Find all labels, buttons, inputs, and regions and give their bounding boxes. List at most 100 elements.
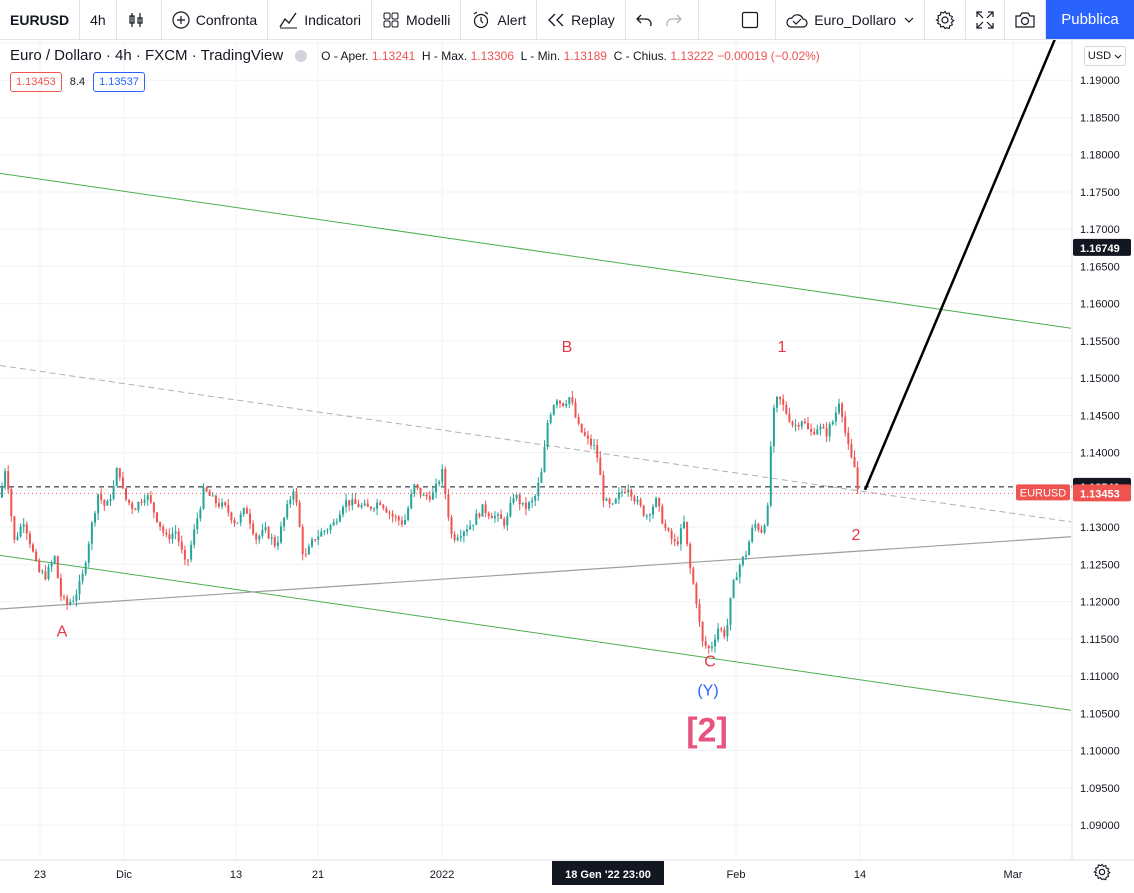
- candle-body: [524, 502, 527, 509]
- interval-button[interactable]: 4h: [80, 0, 117, 39]
- candle-body: [810, 428, 813, 432]
- candle-body: [112, 485, 115, 499]
- legend-title[interactable]: Euro / Dollaro · 4h · FXCM · TradingView: [10, 47, 284, 64]
- axis-settings-button[interactable]: [1093, 863, 1111, 886]
- candle-body: [497, 514, 499, 516]
- candle-body: [25, 524, 28, 534]
- wave-label-Y: (Y): [697, 682, 718, 699]
- candle-body: [686, 521, 689, 545]
- candle-body: [788, 413, 791, 422]
- candle-body: [59, 578, 62, 597]
- candle-body: [419, 487, 422, 496]
- price-tick-label: 1.14000: [1080, 448, 1120, 460]
- price-axis[interactable]: 1.09000 1.09500 1.10000 1.10500 1.11000 1.115…: [1016, 40, 1134, 893]
- candle-body: [509, 502, 512, 517]
- wave-label-B: B: [562, 339, 573, 356]
- candle-body: [56, 556, 59, 579]
- buy-button[interactable]: 1.13537: [93, 72, 145, 92]
- candle-body: [791, 421, 794, 426]
- chart-style-button[interactable]: [117, 0, 162, 39]
- chart-area[interactable]: A B C (Y) [2] 1 2 1.09000 1.09500 1.10000 1.10500…: [0, 40, 1134, 893]
- candle-body: [444, 468, 447, 495]
- candle-body: [683, 521, 685, 529]
- candle-body: [636, 499, 639, 502]
- crosshair-time-label: 18 Gen '22 23:00: [565, 869, 651, 881]
- candle-body: [776, 396, 778, 408]
- candle-body: [543, 446, 546, 472]
- candle-body: [301, 526, 304, 555]
- snapshot-button[interactable]: [1005, 0, 1046, 39]
- candle-body: [63, 596, 65, 598]
- compare-button[interactable]: Confronta: [162, 0, 269, 39]
- candle-body: [655, 497, 658, 507]
- candle-body: [351, 499, 354, 506]
- sell-button[interactable]: 1.13453: [10, 72, 62, 92]
- candle-body: [583, 432, 586, 436]
- candle-body: [125, 488, 127, 500]
- candle-body: [599, 457, 602, 476]
- cloud-check-icon: [786, 12, 808, 28]
- candle-body: [140, 501, 143, 503]
- candle-body: [177, 531, 180, 542]
- price-tick-label: 1.15000: [1080, 373, 1120, 385]
- compare-label: Confronta: [195, 11, 258, 28]
- candle-body: [41, 571, 44, 573]
- candle-body: [422, 494, 425, 496]
- candle-body: [847, 432, 850, 445]
- candle-body: [633, 496, 636, 502]
- publish-button[interactable]: Pubblica: [1046, 0, 1134, 39]
- redo-icon[interactable]: [666, 14, 682, 26]
- candle-body: [298, 502, 301, 527]
- time-tick-label: 2022: [430, 869, 454, 881]
- indicators-button[interactable]: Indicatori: [268, 0, 372, 39]
- candle-body: [320, 531, 323, 537]
- candle-body: [834, 412, 837, 422]
- fullscreen-button[interactable]: [966, 0, 1005, 39]
- templates-button[interactable]: Modelli: [372, 0, 462, 39]
- candle-body: [242, 508, 245, 515]
- crosshair-time-bg: [552, 861, 664, 885]
- layout-toggle-button[interactable]: [731, 0, 777, 39]
- candle-body: [218, 503, 220, 507]
- candle-body: [317, 536, 320, 540]
- undo-icon[interactable]: [635, 14, 652, 26]
- candle-body: [577, 417, 580, 424]
- time-axis[interactable]: 23 Dic 13 21 2022 Feb 14 Mar 18 Gen '22 23:00: [0, 859, 1134, 893]
- price-tick-label: 1.13000: [1080, 522, 1120, 534]
- candle-body: [484, 504, 487, 514]
- candle-body: [481, 504, 484, 517]
- settings-button[interactable]: [925, 0, 966, 39]
- candle-body: [667, 528, 670, 531]
- candle-body: [205, 487, 208, 492]
- price-tick-label: 1.11500: [1080, 634, 1119, 646]
- symbol-search-button[interactable]: EURUSD: [0, 0, 81, 39]
- price-tick-label: 1.09500: [1080, 783, 1120, 795]
- candle-body: [741, 556, 744, 565]
- replay-button[interactable]: Replay: [537, 0, 626, 39]
- candle-body: [245, 508, 248, 514]
- candle-body: [261, 530, 264, 536]
- candle-body: [642, 505, 645, 516]
- currency-select[interactable]: USD: [1084, 46, 1126, 66]
- candle-body: [819, 426, 822, 430]
- alert-button[interactable]: Alert: [461, 0, 538, 39]
- candle-body: [47, 566, 50, 579]
- candle-body: [500, 514, 503, 519]
- candle-body: [813, 431, 816, 435]
- time-tick-label: Dic: [116, 869, 132, 881]
- candle-body: [149, 495, 152, 503]
- candle-body: [103, 499, 106, 506]
- candle-body: [404, 520, 406, 525]
- candle-body: [13, 516, 16, 540]
- candle-body: [608, 499, 611, 504]
- candle-body: [717, 628, 720, 640]
- buy-sell-panel: 1.13453 8.4 1.13537: [10, 72, 145, 92]
- candle-body: [78, 580, 81, 595]
- candle-body: [407, 508, 410, 521]
- layout-save-button[interactable]: Euro_Dollaro: [776, 0, 925, 39]
- chart-legend: Euro / Dollaro · 4h · FXCM · TradingView…: [10, 47, 820, 64]
- candle-body: [652, 506, 654, 515]
- price-tick-label: 1.19000: [1080, 75, 1120, 87]
- price-tick-label: 1.18000: [1080, 150, 1120, 162]
- candle-body: [196, 518, 199, 530]
